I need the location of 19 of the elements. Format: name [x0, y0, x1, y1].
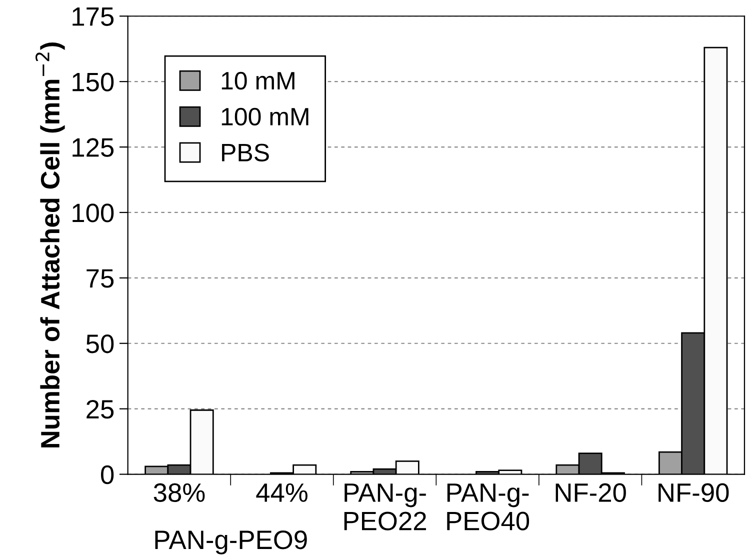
- x-tick-label: PAN-g- PEO22: [344, 484, 426, 530]
- legend-label: 10 mM: [222, 72, 294, 90]
- y-tick-label: 0: [101, 465, 114, 484]
- legend-label: 100 mM: [222, 108, 308, 126]
- x-tick-label: NF-20: [556, 483, 626, 502]
- x-tick-label: 44%: [256, 483, 308, 502]
- legend-label: PBS: [222, 144, 269, 162]
- y-tick-label: 100: [72, 204, 114, 222]
- y-tick-label: 125: [72, 138, 114, 157]
- y-tick-label: 50: [86, 334, 114, 354]
- x-tick-label: NF-90: [658, 483, 729, 502]
- y-tick-label: 25: [86, 400, 114, 419]
- text: PAN-g-PEO9: [155, 530, 307, 554]
- y-tick-label: 175: [72, 8, 114, 26]
- y-axis-title: Number of Attached Cell (mm$^{−2}$): [36, 42, 65, 448]
- y-tick-label: 150: [72, 72, 114, 92]
- x-tick-label: 38%: [154, 483, 205, 502]
- y-tick-label: 75: [86, 269, 114, 288]
- x-tick-label: PAN-g- PEO40: [447, 484, 530, 530]
